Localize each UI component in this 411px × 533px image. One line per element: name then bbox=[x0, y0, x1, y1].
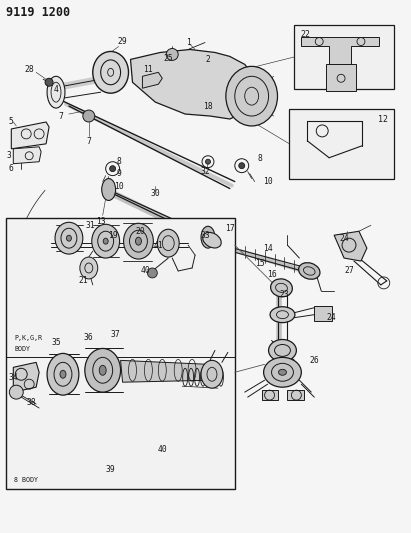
Circle shape bbox=[166, 49, 178, 60]
Text: BODY: BODY bbox=[14, 346, 30, 352]
Text: 29: 29 bbox=[118, 37, 127, 46]
Text: 31: 31 bbox=[86, 221, 96, 230]
Text: 1: 1 bbox=[186, 38, 191, 47]
Text: 4: 4 bbox=[53, 85, 58, 94]
Text: 21: 21 bbox=[78, 277, 88, 285]
Text: 24: 24 bbox=[339, 233, 349, 243]
Circle shape bbox=[206, 159, 210, 164]
Polygon shape bbox=[287, 390, 304, 400]
Text: 22: 22 bbox=[300, 30, 310, 39]
Text: 9119 1200: 9119 1200 bbox=[6, 6, 70, 19]
Ellipse shape bbox=[85, 349, 120, 392]
Ellipse shape bbox=[201, 227, 215, 248]
Text: P,K,G,R: P,K,G,R bbox=[14, 335, 42, 341]
Text: 13: 13 bbox=[96, 217, 106, 226]
Text: 25: 25 bbox=[164, 54, 173, 63]
Ellipse shape bbox=[270, 306, 295, 322]
Ellipse shape bbox=[157, 229, 179, 257]
Ellipse shape bbox=[201, 360, 223, 388]
Ellipse shape bbox=[80, 257, 98, 279]
Bar bbox=[314, 306, 332, 321]
Polygon shape bbox=[120, 360, 210, 382]
Text: 2: 2 bbox=[206, 55, 210, 64]
Polygon shape bbox=[13, 147, 41, 164]
Text: 8: 8 bbox=[116, 157, 121, 166]
Text: 41: 41 bbox=[153, 240, 163, 249]
Text: 30: 30 bbox=[150, 189, 160, 198]
Text: 24: 24 bbox=[326, 313, 336, 322]
Ellipse shape bbox=[203, 232, 221, 248]
Polygon shape bbox=[262, 390, 277, 400]
Text: 10: 10 bbox=[263, 177, 272, 186]
Polygon shape bbox=[334, 231, 367, 261]
Text: 3: 3 bbox=[7, 151, 12, 160]
Circle shape bbox=[148, 268, 157, 278]
Circle shape bbox=[239, 163, 245, 168]
Text: 35: 35 bbox=[51, 338, 61, 347]
Ellipse shape bbox=[226, 67, 277, 126]
Ellipse shape bbox=[279, 369, 286, 375]
Ellipse shape bbox=[93, 52, 129, 93]
Text: 40: 40 bbox=[141, 266, 150, 276]
Text: 26: 26 bbox=[309, 356, 319, 365]
Circle shape bbox=[9, 385, 23, 399]
Text: 23: 23 bbox=[279, 290, 289, 300]
Text: 40: 40 bbox=[157, 445, 167, 454]
Text: 28: 28 bbox=[24, 65, 34, 74]
Text: 39: 39 bbox=[106, 465, 115, 474]
Circle shape bbox=[110, 166, 115, 172]
Text: 7: 7 bbox=[86, 138, 91, 147]
Circle shape bbox=[83, 110, 95, 122]
Text: 36: 36 bbox=[84, 333, 94, 342]
Ellipse shape bbox=[268, 340, 296, 361]
Text: 9: 9 bbox=[116, 169, 121, 178]
Ellipse shape bbox=[103, 238, 108, 244]
Bar bbox=[6, 219, 235, 489]
Ellipse shape bbox=[47, 76, 65, 108]
Text: 8: 8 bbox=[257, 154, 262, 163]
Text: 7: 7 bbox=[58, 111, 63, 120]
Ellipse shape bbox=[67, 235, 72, 241]
Ellipse shape bbox=[99, 365, 106, 375]
Text: 38: 38 bbox=[26, 398, 36, 407]
Ellipse shape bbox=[270, 279, 292, 297]
Text: 14: 14 bbox=[263, 244, 272, 253]
Polygon shape bbox=[301, 37, 379, 64]
Ellipse shape bbox=[136, 237, 141, 245]
Bar bbox=[289, 109, 394, 179]
Text: 8 BODY: 8 BODY bbox=[14, 477, 38, 482]
Text: 18: 18 bbox=[203, 102, 213, 110]
Text: 5: 5 bbox=[9, 117, 14, 126]
Polygon shape bbox=[326, 64, 356, 91]
Ellipse shape bbox=[263, 358, 301, 387]
Text: 32: 32 bbox=[200, 167, 210, 176]
Text: 20: 20 bbox=[136, 227, 145, 236]
Text: 11: 11 bbox=[143, 65, 153, 74]
Circle shape bbox=[45, 78, 53, 86]
Ellipse shape bbox=[299, 263, 320, 279]
Text: 33: 33 bbox=[200, 231, 210, 240]
Text: 37: 37 bbox=[111, 330, 120, 339]
Text: 34: 34 bbox=[9, 373, 18, 382]
Ellipse shape bbox=[102, 179, 115, 200]
Text: 6: 6 bbox=[9, 164, 14, 173]
Ellipse shape bbox=[92, 224, 120, 258]
Polygon shape bbox=[143, 72, 162, 88]
Polygon shape bbox=[131, 50, 260, 119]
Polygon shape bbox=[13, 362, 39, 392]
Text: 16: 16 bbox=[267, 270, 277, 279]
Text: 19: 19 bbox=[108, 231, 118, 240]
Text: 27: 27 bbox=[344, 266, 354, 276]
Ellipse shape bbox=[55, 222, 83, 254]
Text: 10: 10 bbox=[114, 182, 123, 191]
Polygon shape bbox=[12, 122, 49, 149]
Ellipse shape bbox=[124, 223, 153, 259]
Text: 15: 15 bbox=[255, 259, 265, 268]
Text: 17: 17 bbox=[225, 224, 235, 233]
Text: 12: 12 bbox=[378, 115, 388, 124]
Bar bbox=[294, 25, 394, 89]
Ellipse shape bbox=[60, 370, 66, 378]
Ellipse shape bbox=[47, 353, 79, 395]
